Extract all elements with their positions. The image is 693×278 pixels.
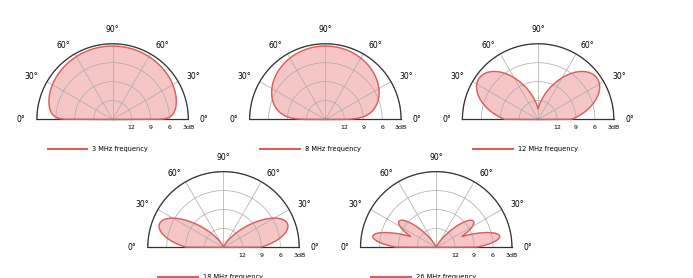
- Text: 90°: 90°: [430, 153, 443, 162]
- Text: 0°: 0°: [17, 115, 26, 124]
- Text: 60°: 60°: [167, 169, 181, 178]
- Text: 60°: 60°: [155, 41, 169, 50]
- Text: 30°: 30°: [399, 72, 413, 81]
- Text: 6: 6: [168, 125, 171, 130]
- Text: 0°: 0°: [625, 115, 634, 124]
- Text: 3dB: 3dB: [182, 125, 195, 130]
- Text: 12: 12: [340, 125, 348, 130]
- Text: 60°: 60°: [482, 41, 495, 50]
- Polygon shape: [159, 218, 288, 247]
- Text: 3dB: 3dB: [608, 125, 620, 130]
- Text: 60°: 60°: [269, 41, 283, 50]
- Text: 30°: 30°: [612, 72, 626, 81]
- Text: 0°: 0°: [523, 243, 532, 252]
- Polygon shape: [373, 220, 500, 247]
- Text: 12: 12: [553, 125, 561, 130]
- Text: 90°: 90°: [106, 25, 119, 34]
- Text: 30°: 30°: [25, 72, 39, 81]
- Text: 3dB: 3dB: [395, 125, 407, 130]
- Text: 0°: 0°: [128, 243, 137, 252]
- Polygon shape: [477, 71, 599, 120]
- Text: 9: 9: [361, 125, 365, 130]
- Text: 30°: 30°: [510, 200, 524, 209]
- Text: 12: 12: [128, 125, 135, 130]
- Text: 60°: 60°: [368, 41, 382, 50]
- Text: 60°: 60°: [581, 41, 595, 50]
- Text: 18 MHz frequency: 18 MHz frequency: [203, 274, 263, 278]
- Text: 60°: 60°: [380, 169, 394, 178]
- Text: 9: 9: [574, 125, 578, 130]
- Text: 0°: 0°: [200, 115, 209, 124]
- Text: 3dB: 3dB: [293, 253, 306, 258]
- Text: 6: 6: [380, 125, 384, 130]
- Text: 90°: 90°: [319, 25, 332, 34]
- Text: 6: 6: [279, 253, 282, 258]
- Text: 0°: 0°: [412, 115, 421, 124]
- Text: 30°: 30°: [136, 200, 150, 209]
- Text: 8 MHz frequency: 8 MHz frequency: [305, 146, 361, 152]
- Text: 9: 9: [259, 253, 263, 258]
- Text: 3dB: 3dB: [506, 253, 518, 258]
- Text: 90°: 90°: [217, 153, 230, 162]
- Text: 60°: 60°: [56, 41, 70, 50]
- Text: 30°: 30°: [297, 200, 311, 209]
- Text: 12: 12: [451, 253, 459, 258]
- Text: 0°: 0°: [340, 243, 349, 252]
- Text: 12: 12: [238, 253, 246, 258]
- Text: 30°: 30°: [238, 72, 252, 81]
- Text: 60°: 60°: [479, 169, 493, 178]
- Text: 90°: 90°: [532, 25, 545, 34]
- Text: 6: 6: [491, 253, 495, 258]
- Text: 30°: 30°: [186, 72, 200, 81]
- Text: 30°: 30°: [450, 72, 464, 81]
- Text: 0°: 0°: [229, 115, 238, 124]
- Polygon shape: [272, 46, 379, 120]
- Text: 9: 9: [148, 125, 152, 130]
- Text: 3 MHz frequency: 3 MHz frequency: [92, 146, 148, 152]
- Text: 9: 9: [472, 253, 476, 258]
- Text: 6: 6: [593, 125, 597, 130]
- Text: 0°: 0°: [442, 115, 451, 124]
- Text: 12 MHz frequency: 12 MHz frequency: [518, 146, 578, 152]
- Text: 0°: 0°: [310, 243, 319, 252]
- Text: 30°: 30°: [349, 200, 362, 209]
- Text: 26 MHz frequency: 26 MHz frequency: [416, 274, 476, 278]
- Polygon shape: [49, 46, 176, 120]
- Text: 60°: 60°: [266, 169, 280, 178]
